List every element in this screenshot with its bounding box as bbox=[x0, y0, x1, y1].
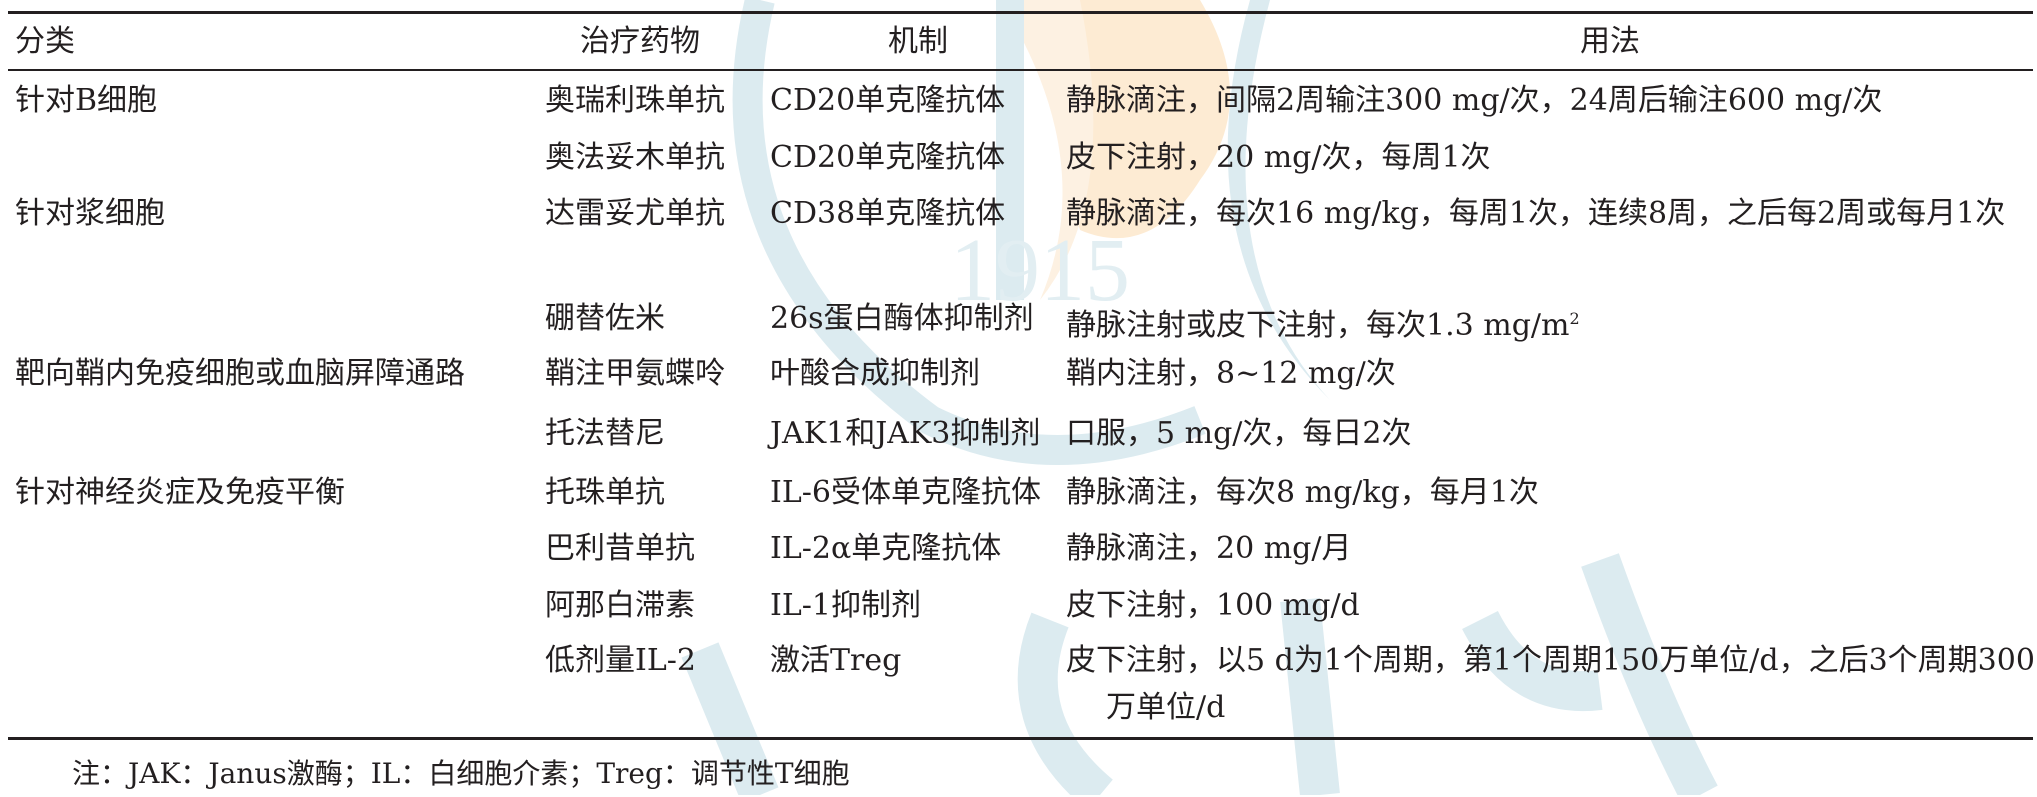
table-cell-usage: 皮下注射，100 mg/d bbox=[1066, 588, 1360, 623]
bottom-rule bbox=[8, 737, 2033, 740]
table-cell-drug: 达雷妥尤单抗 bbox=[545, 196, 725, 231]
table-cell-mechanism: 叶酸合成抑制剂 bbox=[770, 356, 980, 391]
table-cell-drug: 奥法妥木单抗 bbox=[545, 140, 725, 175]
table-cell-drug: 阿那白滞素 bbox=[545, 588, 695, 623]
table-cell-usage: 静脉滴注，20 mg/月 bbox=[1066, 531, 1352, 566]
table-cell-mechanism: 26s蛋白酶体抑制剂 bbox=[770, 301, 1034, 336]
table-cell-usage: 皮下注射，以5 d为1个周期，第1个周期150万单位/d，之后3个周期300万单… bbox=[1066, 643, 2035, 725]
table-cell-category: 针对B细胞 bbox=[15, 83, 158, 118]
table-cell-usage: 鞘内注射，8~12 mg/次 bbox=[1066, 356, 1396, 391]
table-cell-usage: 静脉滴注，间隔2周输注300 mg/次，24周后输注600 mg/次 bbox=[1066, 83, 1883, 118]
usage-text: 静脉注射或皮下注射，每次1.3 mg/m bbox=[1066, 308, 1570, 343]
table-cell-usage: 静脉注射或皮下注射，每次1.3 mg/m2 bbox=[1066, 295, 2036, 349]
table-cell-mechanism: IL-1抑制剂 bbox=[770, 588, 921, 623]
table-cell-mechanism: CD20单克隆抗体 bbox=[770, 140, 1006, 175]
table-cell-mechanism: CD38单克隆抗体 bbox=[770, 196, 1006, 231]
table-note: 注：JAK：Janus激酶；IL：白细胞介素；Treg：调节性T细胞 bbox=[72, 757, 850, 790]
table-cell-drug: 巴利昔单抗 bbox=[545, 531, 695, 566]
table-cell-mechanism: IL-6受体单克隆抗体 bbox=[770, 475, 1041, 510]
table-cell-drug: 奥瑞利珠单抗 bbox=[545, 83, 725, 118]
table-cell-mechanism: IL-2α单克隆抗体 bbox=[770, 531, 1002, 566]
table-cell-category: 靶向鞘内免疫细胞或血脑屏障通路 bbox=[15, 356, 465, 391]
superscript: 2 bbox=[1569, 309, 1580, 328]
table-cell-drug: 托法替尼 bbox=[545, 416, 665, 451]
table-cell-usage: 皮下注射，20 mg/次，每周1次 bbox=[1066, 140, 1491, 175]
table-cell-usage: 静脉滴注，每次8 mg/kg，每月1次 bbox=[1066, 475, 1539, 510]
header-drug: 治疗药物 bbox=[580, 24, 700, 59]
table-cell-drug: 鞘注甲氨蝶呤 bbox=[545, 356, 725, 391]
table-cell-drug: 低剂量IL-2 bbox=[545, 643, 696, 678]
table-cell-mechanism: JAK1和JAK3抑制剂 bbox=[770, 416, 1041, 451]
top-rule bbox=[8, 11, 2033, 14]
header-usage: 用法 bbox=[1580, 24, 1640, 59]
table-cell-usage: 静脉滴注，每次16 mg/kg，每周1次，连续8周，之后每2周或每月1次 bbox=[1066, 196, 2006, 231]
table-cell-drug: 托珠单抗 bbox=[545, 475, 665, 510]
table-cell-mechanism: CD20单克隆抗体 bbox=[770, 83, 1006, 118]
header-mechanism: 机制 bbox=[888, 24, 948, 59]
table-cell-mechanism: 激活Treg bbox=[770, 643, 902, 678]
table-cell-usage: 口服，5 mg/次，每日2次 bbox=[1066, 416, 1412, 451]
header-category: 分类 bbox=[15, 24, 75, 59]
header-rule bbox=[8, 69, 2033, 71]
table-cell-category: 针对浆细胞 bbox=[15, 196, 165, 231]
table-cell-category: 针对神经炎症及免疫平衡 bbox=[15, 475, 345, 510]
table-cell-drug: 硼替佐米 bbox=[545, 301, 665, 336]
